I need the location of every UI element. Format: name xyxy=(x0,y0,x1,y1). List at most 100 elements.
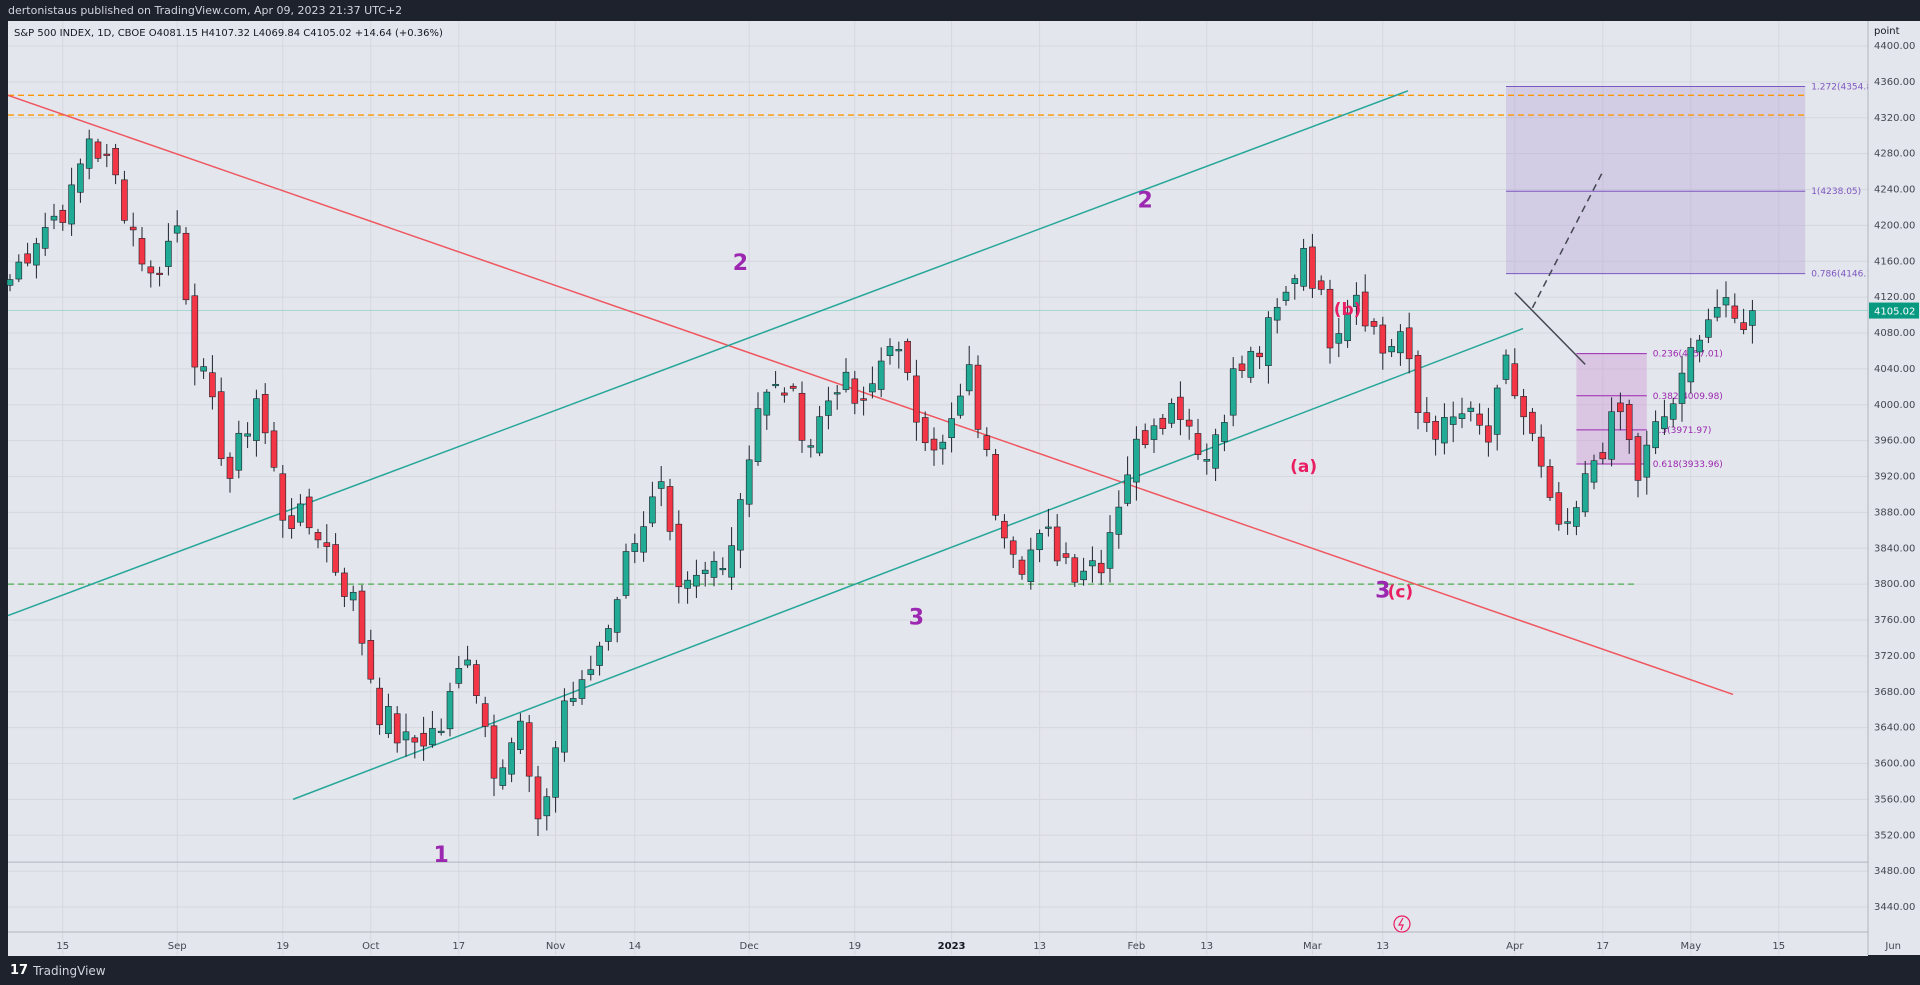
candle-down[interactable] xyxy=(983,427,991,457)
candle-down[interactable] xyxy=(1194,418,1202,460)
candle-up[interactable] xyxy=(1115,490,1123,549)
candle-up[interactable] xyxy=(385,693,392,738)
candle-down[interactable] xyxy=(182,227,190,305)
candle-down[interactable] xyxy=(473,659,480,704)
candle-up[interactable] xyxy=(253,389,260,457)
candle-up[interactable] xyxy=(657,465,665,507)
candle-up[interactable] xyxy=(543,788,551,831)
candle-up[interactable] xyxy=(1168,398,1175,428)
candle-up[interactable] xyxy=(1713,289,1721,322)
candle-up[interactable] xyxy=(15,254,23,283)
candle-up[interactable] xyxy=(1669,397,1677,428)
candle-up[interactable] xyxy=(1221,414,1228,452)
candle-down[interactable] xyxy=(974,355,982,439)
candle-up[interactable] xyxy=(33,237,40,279)
candle-down[interactable] xyxy=(1238,355,1246,379)
tradingview-logo[interactable]: 17 TradingView xyxy=(10,963,106,978)
candle-down[interactable] xyxy=(1617,392,1624,431)
candle-down[interactable] xyxy=(1414,350,1422,430)
candle-up[interactable] xyxy=(41,212,49,256)
candle-down[interactable] xyxy=(305,488,313,535)
candle-down[interactable] xyxy=(481,696,489,738)
candle-down[interactable] xyxy=(270,421,278,472)
wave-label[interactable]: (b) xyxy=(1334,300,1362,320)
candle-down[interactable] xyxy=(1476,403,1483,435)
candle-up[interactable] xyxy=(1273,298,1281,334)
candle-up[interactable] xyxy=(869,366,876,399)
candle-up[interactable] xyxy=(508,737,515,783)
candle-up[interactable] xyxy=(1661,399,1668,435)
candle-down[interactable] xyxy=(992,448,999,521)
candle-down[interactable] xyxy=(1625,399,1633,454)
candle-up[interactable] xyxy=(85,129,93,180)
candle-up[interactable] xyxy=(446,682,454,737)
candle-down[interactable] xyxy=(1537,424,1545,478)
candle-down[interactable] xyxy=(1520,388,1527,435)
candle-up[interactable] xyxy=(1353,282,1360,325)
candle-up[interactable] xyxy=(886,338,894,365)
candle-down[interactable] xyxy=(1009,536,1017,569)
candle-up[interactable] xyxy=(772,371,779,389)
candle-down[interactable] xyxy=(1309,233,1316,299)
candle-up[interactable] xyxy=(1722,281,1730,318)
candle-down[interactable] xyxy=(156,266,163,287)
candle-up[interactable] xyxy=(552,741,559,813)
candle-down[interactable] xyxy=(411,735,419,759)
candle-down[interactable] xyxy=(1159,413,1167,435)
candle-up[interactable] xyxy=(596,641,603,676)
candle-up[interactable] xyxy=(816,405,823,457)
candle-up[interactable] xyxy=(957,383,964,419)
candle-up[interactable] xyxy=(200,358,207,379)
candle-up[interactable] xyxy=(561,688,568,762)
candle-down[interactable] xyxy=(1423,397,1431,432)
candle-up[interactable] xyxy=(1212,428,1219,481)
candle-up[interactable] xyxy=(569,681,577,706)
candle-up[interactable] xyxy=(1458,397,1466,429)
candle-down[interactable] xyxy=(534,765,542,836)
candle-down[interactable] xyxy=(1485,407,1492,457)
candle-down[interactable] xyxy=(129,212,137,247)
candle-up[interactable] xyxy=(763,389,771,430)
candle-down[interactable] xyxy=(217,377,225,466)
candle-up[interactable] xyxy=(1229,357,1237,427)
candle-up[interactable] xyxy=(939,434,947,465)
candle-up[interactable] xyxy=(1581,460,1589,517)
candle-up[interactable] xyxy=(1080,557,1087,586)
price-axis[interactable] xyxy=(1868,21,1920,955)
candle-down[interactable] xyxy=(1555,482,1563,531)
candle-up[interactable] xyxy=(745,445,753,518)
candle-down[interactable] xyxy=(367,629,375,684)
candle-up[interactable] xyxy=(684,571,691,604)
candle-up[interactable] xyxy=(1590,454,1598,490)
candle-down[interactable] xyxy=(332,533,339,576)
candle-up[interactable] xyxy=(737,492,744,569)
wave-label[interactable]: 3 xyxy=(1375,579,1390,604)
candle-up[interactable] xyxy=(1564,508,1571,535)
candle-up[interactable] xyxy=(701,561,709,587)
candle-down[interactable] xyxy=(1053,514,1061,567)
candle-up[interactable] xyxy=(1036,529,1043,563)
candle-down[interactable] xyxy=(1317,275,1325,296)
candle-down[interactable] xyxy=(1185,408,1193,440)
candle-down[interactable] xyxy=(860,386,867,416)
wave-label[interactable]: 3 xyxy=(909,605,924,630)
fib-extension-zone[interactable] xyxy=(1506,86,1806,274)
candle-up[interactable] xyxy=(499,759,507,790)
candle-down[interactable] xyxy=(314,528,322,549)
candle-down[interactable] xyxy=(913,359,920,441)
candle-up[interactable] xyxy=(1282,285,1290,306)
candle-up[interactable] xyxy=(578,670,586,705)
candle-down[interactable] xyxy=(525,714,533,793)
candle-up[interactable] xyxy=(1265,311,1272,384)
chart-area[interactable] xyxy=(8,21,1868,956)
candle-up[interactable] xyxy=(587,655,595,681)
candle-down[interactable] xyxy=(798,381,806,453)
candle-up[interactable] xyxy=(728,527,735,590)
candle-up[interactable] xyxy=(1124,456,1131,507)
candle-up[interactable] xyxy=(455,656,463,689)
candle-down[interactable] xyxy=(226,452,234,493)
candle-down[interactable] xyxy=(1097,549,1105,585)
candle-up[interactable] xyxy=(693,559,700,599)
candle-down[interactable] xyxy=(358,584,366,656)
candle-up[interactable] xyxy=(719,557,727,576)
